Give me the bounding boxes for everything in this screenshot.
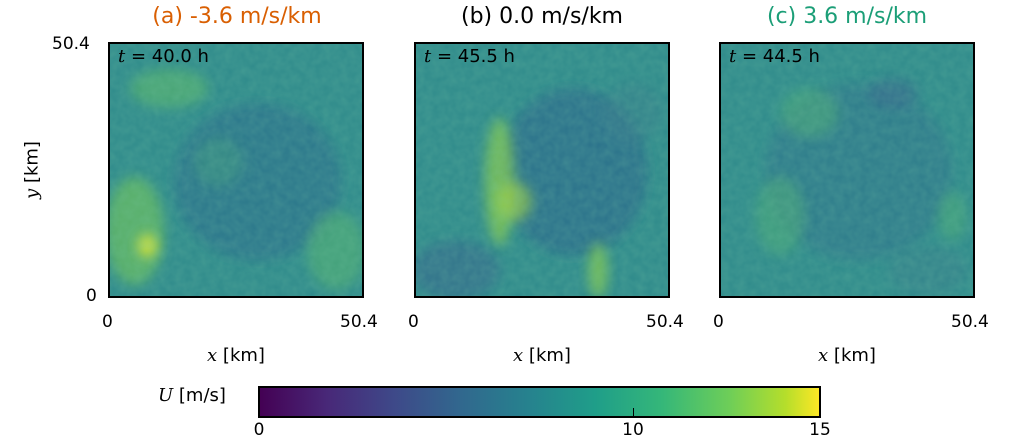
colorbar-tick-15: 15 [809, 420, 831, 440]
colorbar-label: U [m/s] [158, 385, 226, 406]
panel-b-x-tick-end: 50.4 [646, 312, 684, 332]
y-axis-label: y [km] [21, 141, 43, 199]
panel-a-time: t = 40.0 h [118, 46, 209, 67]
panel-a-field [110, 44, 362, 296]
panel-b-time: t = 45.5 h [424, 46, 515, 67]
panel-c-x-label: x [km] [818, 345, 876, 366]
panel-b-heatmap: t = 45.5 h [414, 42, 670, 298]
panel-a-x-tick-0: 0 [102, 312, 113, 332]
panel-b-title: (b) 0.0 m/s/km [461, 4, 623, 29]
panel-b-x-tick-0: 0 [408, 312, 419, 332]
panel-c-field [721, 44, 973, 296]
panel-b-x-label: x [km] [513, 345, 571, 366]
panel-a-title: (a) -3.6 m/s/km [152, 4, 322, 29]
panel-a-x-tick-end: 50.4 [340, 312, 378, 332]
panel-c-time: t = 44.5 h [729, 46, 820, 67]
panel-c-title: (c) 3.6 m/s/km [766, 4, 928, 29]
panel-c-x-tick-end: 50.4 [951, 312, 989, 332]
colorbar [258, 386, 821, 418]
panel-a-x-label: x [km] [207, 345, 265, 366]
panel-c-x-tick-0: 0 [713, 312, 724, 332]
y-tick-bottom: 0 [86, 286, 97, 306]
panel-b-field [416, 44, 668, 296]
colorbar-tick-10: 10 [622, 420, 644, 440]
panel-c-heatmap: t = 44.5 h [719, 42, 975, 298]
colorbar-tick-mark-10 [633, 408, 634, 416]
colorbar-tick-0: 0 [253, 420, 265, 440]
y-tick-top: 50.4 [52, 34, 90, 54]
panel-a-heatmap: t = 40.0 h [108, 42, 364, 298]
